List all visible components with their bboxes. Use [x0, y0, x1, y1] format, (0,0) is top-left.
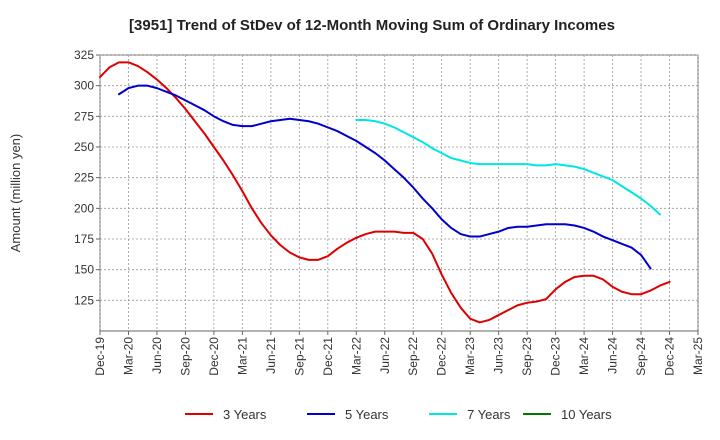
y-axis-label: Amount (million yen) [8, 134, 23, 253]
y-tick-label: 200 [74, 201, 94, 215]
plot-area [99, 54, 699, 332]
x-tick-label: Jun-20 [150, 337, 164, 374]
x-tick-label: Sep-22 [406, 337, 420, 376]
x-tick-label: Jun-24 [606, 337, 620, 374]
x-tick-label: Dec-22 [435, 337, 449, 376]
x-axis-ticks: Dec-19 Mar-20 Jun-20 Sep-20 Dec-20 Mar-21 Jun-… [93, 331, 705, 376]
y-tick-label: 225 [74, 171, 94, 185]
legend: 3 Years 5 Years 7 Years 10 Years [185, 407, 612, 422]
x-tick-label: Jun-22 [378, 337, 392, 374]
x-tick-label: Mar-25 [691, 337, 705, 375]
y-axis-ticks: 125 150 175 200 225 250 275 300 325 [74, 48, 100, 307]
x-tick-label: Dec-24 [663, 337, 677, 376]
x-tick-label: Sep-21 [292, 337, 306, 376]
x-tick-label: Mar-24 [577, 337, 591, 375]
series-layer [99, 61, 671, 324]
y-tick-label: 250 [74, 140, 94, 154]
x-tick-label: Sep-24 [634, 337, 648, 376]
legend-label: 10 Years [561, 407, 612, 422]
x-tick-label: Dec-21 [321, 337, 335, 376]
x-tick-label: Dec-20 [207, 337, 221, 376]
y-tick-label: 325 [74, 48, 94, 62]
x-tick-label: Mar-20 [121, 337, 135, 375]
series-line-3-years [99, 61, 671, 324]
y-tick-label: 125 [74, 293, 94, 307]
y-tick-label: 300 [74, 79, 94, 93]
x-tick-label: Mar-22 [349, 337, 363, 375]
legend-label: 7 Years [467, 407, 511, 422]
legend-label: 3 Years [223, 407, 267, 422]
x-tick-label: Jun-21 [264, 337, 278, 374]
x-tick-label: Sep-20 [178, 337, 192, 376]
x-tick-label: Dec-19 [93, 337, 107, 376]
x-tick-label: Dec-23 [549, 337, 563, 376]
y-tick-label: 175 [74, 232, 94, 246]
x-tick-label: Sep-23 [520, 337, 534, 376]
series-line-7-years [355, 119, 662, 216]
x-tick-label: Mar-23 [463, 337, 477, 375]
series-line-5-years [117, 84, 652, 270]
x-tick-label: Mar-21 [235, 337, 249, 375]
y-tick-label: 275 [74, 109, 94, 123]
legend-label: 5 Years [345, 407, 389, 422]
y-tick-label: 150 [74, 263, 94, 277]
x-tick-label: Jun-23 [492, 337, 506, 374]
gridlines [99, 54, 699, 331]
chart-title: [3951] Trend of StDev of 12-Month Moving… [129, 17, 615, 34]
